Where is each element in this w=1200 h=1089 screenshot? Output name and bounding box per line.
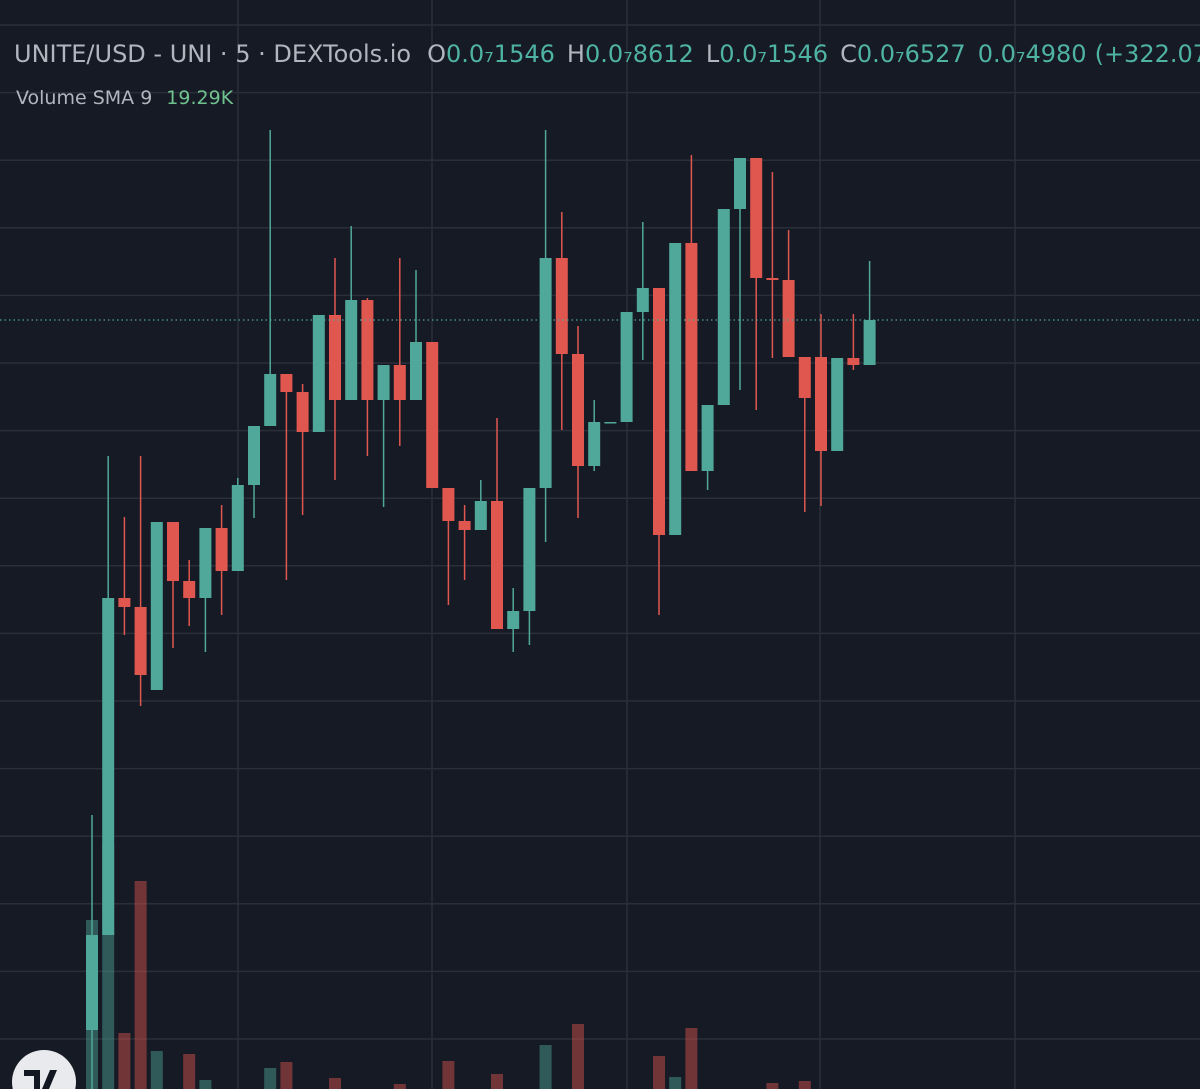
volume-bar — [329, 1078, 341, 1089]
candle-body — [280, 374, 293, 392]
candle-body — [329, 315, 341, 400]
logo-glyph — [24, 1070, 57, 1089]
candle-body — [118, 598, 131, 607]
legend-change: 0.0₇4980 — [978, 40, 1087, 68]
legend-change-pct: (+322.07%) — [1095, 40, 1200, 68]
candle-body — [815, 357, 827, 451]
candle-body — [636, 288, 649, 312]
candle-body — [555, 258, 568, 354]
candle-body — [150, 522, 163, 690]
candle-body — [847, 358, 860, 365]
candle-body — [701, 405, 714, 471]
candle-body — [572, 354, 584, 466]
candle-body — [491, 501, 503, 629]
candle-body — [734, 158, 746, 209]
volume-bar — [199, 1080, 212, 1089]
candle-body — [426, 342, 439, 488]
volume-bar — [442, 1061, 455, 1089]
candle-body — [248, 426, 260, 485]
candle-body — [393, 365, 406, 400]
candle-body — [653, 288, 665, 535]
volume-bar — [150, 1051, 163, 1089]
logo-circle — [12, 1050, 76, 1089]
volume-bar — [491, 1074, 503, 1089]
candle-body — [312, 315, 325, 432]
volume-bar — [183, 1054, 196, 1089]
volume-bar — [669, 1077, 682, 1089]
volume-bar — [798, 1081, 811, 1089]
legend-label: L — [706, 40, 720, 68]
candle-body — [264, 374, 277, 426]
legend-value: 0.0₇6527 — [857, 40, 966, 68]
volume-bar — [280, 1062, 293, 1089]
candle-body — [523, 488, 536, 611]
candle-body — [215, 528, 228, 571]
candle-body — [102, 598, 115, 935]
candle-body — [377, 365, 390, 400]
candle-body — [442, 488, 455, 521]
candle-body — [458, 521, 471, 530]
volume-sma: 19.29K — [166, 87, 233, 109]
candle-body — [507, 611, 520, 629]
volume-bar — [393, 1084, 406, 1089]
candle-body — [782, 280, 795, 357]
candle-body — [717, 209, 730, 405]
candle-body — [798, 357, 811, 398]
volume-bar — [264, 1068, 277, 1089]
candle-body — [588, 422, 601, 466]
candle-body — [750, 158, 763, 278]
candle-body — [863, 320, 876, 365]
volume-bar — [134, 881, 147, 1089]
chart-header: UNITE/USD - UNI · 5 · DEXTools.io O0.0₇15… — [14, 40, 1200, 68]
legend-value: 0.0₇1546 — [446, 40, 555, 68]
candle-body — [685, 243, 698, 471]
candle-body — [231, 485, 244, 571]
volume-legend: Volume SMA 9 19.29K — [16, 87, 234, 109]
candle-body — [167, 522, 179, 581]
candle-body — [361, 300, 374, 400]
volume-bar — [685, 1028, 698, 1089]
candle-body — [604, 422, 617, 424]
legend-label: O — [427, 40, 446, 68]
volume-bar — [118, 1033, 131, 1089]
volume-bar — [539, 1045, 552, 1089]
volume-bar — [653, 1056, 665, 1089]
candle-body — [410, 342, 422, 400]
candle-body — [620, 312, 633, 422]
legend-value: 0.0₇8612 — [585, 40, 694, 68]
volume-label: Volume SMA 9 — [16, 87, 152, 109]
volume-bar — [572, 1024, 584, 1089]
volume-bar — [766, 1083, 779, 1089]
candle-body — [831, 358, 844, 451]
candle-body — [199, 528, 212, 598]
candle-body — [474, 501, 487, 530]
candle-body — [296, 392, 309, 432]
chart-title: UNITE/USD - UNI · 5 · DEXTools.io — [14, 40, 411, 68]
candle-body — [766, 278, 779, 280]
candle-body — [134, 607, 147, 675]
logo — [12, 1050, 76, 1089]
legend-value: 0.0₇1546 — [719, 40, 828, 68]
marks — [0, 130, 1200, 1089]
candle-body — [345, 300, 358, 400]
candle-body — [183, 581, 196, 598]
candle-body — [86, 935, 98, 1030]
candle-body — [539, 258, 552, 488]
candle-body — [669, 243, 682, 535]
legend-label: H — [567, 40, 585, 68]
legend-label: C — [840, 40, 857, 68]
